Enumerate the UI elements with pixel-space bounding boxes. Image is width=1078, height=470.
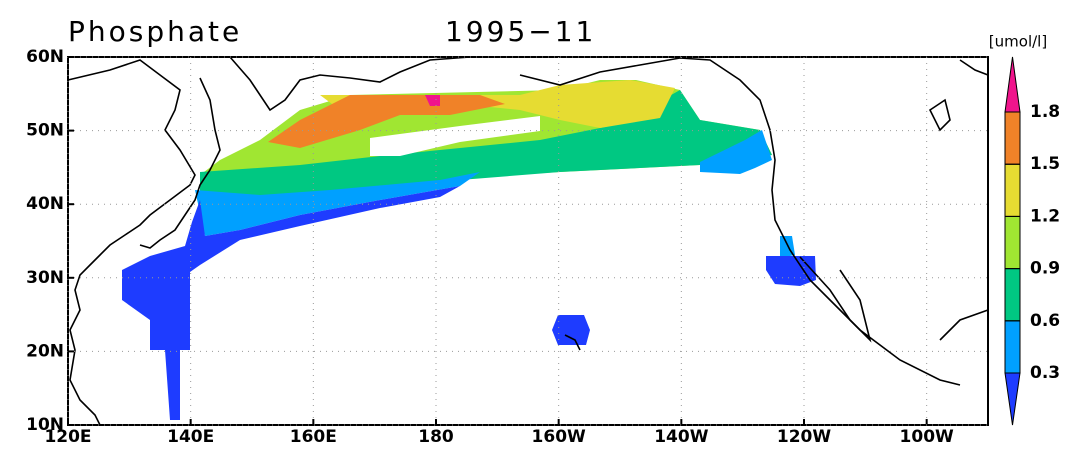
colorbar-segment	[1004, 215, 1021, 270]
contour-region	[195, 172, 480, 236]
y-tick-label: 30N	[26, 268, 64, 288]
contour-region	[766, 256, 816, 286]
title: Phosphate	[68, 15, 242, 48]
y-tick-label: 60N	[26, 47, 64, 67]
coastline	[928, 98, 951, 132]
coastline	[799, 256, 872, 343]
x-tick-label: 140W	[654, 427, 708, 447]
contour-region	[122, 186, 460, 420]
contour-region	[268, 95, 505, 148]
colorbar-label: 1.2	[1030, 206, 1060, 226]
coastline	[939, 309, 989, 341]
x-tick-label: 100W	[900, 427, 954, 447]
x-tick-label: 120E	[44, 427, 91, 447]
y-tick-label: 10N	[26, 415, 64, 435]
colorbar-segment	[1004, 372, 1021, 426]
colorbar-label: 1.8	[1030, 102, 1060, 122]
x-tick-label: 180	[418, 427, 454, 447]
contour-region	[552, 315, 590, 345]
x-tick-label: 160W	[532, 427, 586, 447]
coastline	[229, 56, 471, 112]
map-frame	[67, 56, 989, 426]
colorbar-segment	[1004, 111, 1021, 165]
colorbar-segment	[1004, 163, 1021, 217]
contour-region	[700, 130, 772, 174]
date: 1995−11	[445, 15, 596, 48]
colorbar-label: 0.3	[1030, 363, 1060, 383]
field	[122, 80, 816, 420]
x-tick-label: 160E	[290, 427, 337, 447]
unit: [umol/l]	[989, 33, 1047, 51]
colorbar-segment	[1004, 320, 1021, 374]
colorbar-segment	[1004, 268, 1021, 322]
colorbar: 0.3 0.6 0.9 1.2 1.5 1.8	[1004, 56, 1060, 426]
y-tick-label: 20N	[26, 341, 64, 361]
colorbar-segment	[1004, 56, 1021, 113]
coastline	[564, 334, 581, 351]
contour-region	[200, 90, 772, 198]
coastline	[959, 59, 989, 76]
coastlines	[67, 56, 989, 426]
coastline	[67, 59, 196, 426]
x-tick-label: 120W	[777, 427, 831, 447]
colorbar-label: 1.5	[1030, 154, 1060, 174]
missing-region	[370, 116, 540, 156]
colorbar-label: 0.6	[1030, 311, 1060, 331]
y-tick-label: 40N	[26, 194, 64, 214]
colorbar-label: 0.9	[1030, 259, 1060, 279]
y-tick-label: 50N	[26, 121, 64, 141]
x-tick-label: 140E	[167, 427, 214, 447]
coastline	[139, 77, 221, 249]
contour-region	[425, 95, 440, 106]
